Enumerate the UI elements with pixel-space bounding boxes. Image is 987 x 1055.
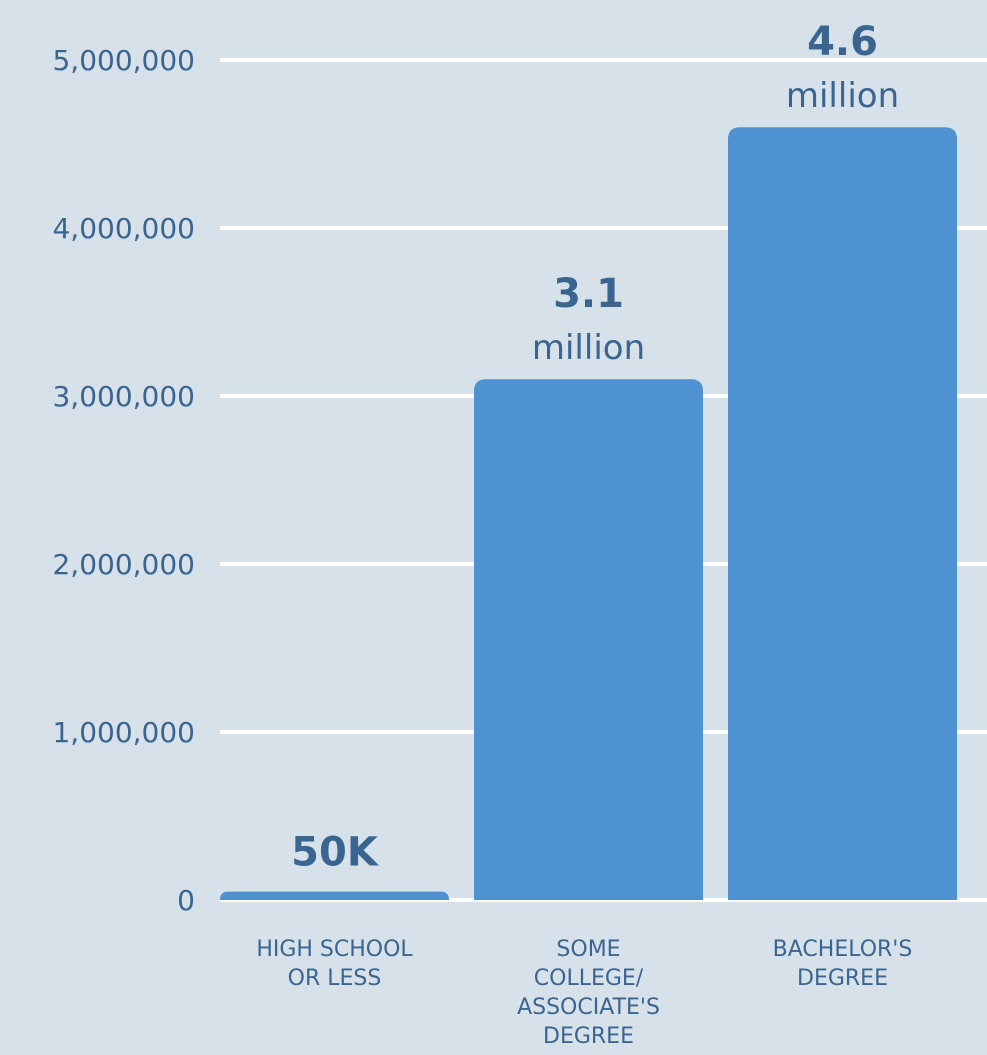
x-tick-label: SOME — [556, 937, 620, 962]
x-tick-label: HIGH SCHOOL — [256, 937, 413, 962]
y-tick-label: 2,000,000 — [52, 548, 195, 581]
y-tick-label: 3,000,000 — [52, 380, 195, 413]
bar — [728, 127, 957, 900]
y-tick-label: 0 — [177, 884, 195, 917]
data-label-value: 50K — [291, 830, 380, 876]
bar — [220, 891, 449, 900]
data-label-unit: million — [786, 76, 899, 116]
bar — [474, 379, 703, 900]
bars — [220, 127, 957, 900]
y-axis-ticks: 0 1,000,000 2,000,000 3,000,000 4,000,000 5,0… — [52, 44, 195, 917]
x-tick-label: ASSOCIATE'S — [517, 995, 660, 1020]
y-tick-label: 4,000,000 — [52, 212, 195, 245]
y-tick-label: 5,000,000 — [52, 44, 195, 77]
data-label-value: 4.6 — [807, 19, 878, 65]
x-tick-label: COLLEGE/ — [534, 966, 644, 991]
y-tick-label: 1,000,000 — [52, 716, 195, 749]
x-axis-ticks: HIGH SCHOOL OR LESS SOME COLLEGE/ASSOCIATE'… — [256, 937, 912, 1049]
x-tick-label: OR LESS — [288, 966, 382, 991]
data-labels: 50K 3.1 million 4.6 million — [291, 19, 899, 875]
x-tick-label: DEGREE — [543, 1024, 634, 1049]
x-tick-label: DEGREE — [797, 966, 888, 991]
data-label-value: 3.1 — [553, 271, 624, 317]
x-tick-label: BACHELOR'S — [773, 937, 913, 962]
data-label-unit: million — [532, 328, 645, 368]
